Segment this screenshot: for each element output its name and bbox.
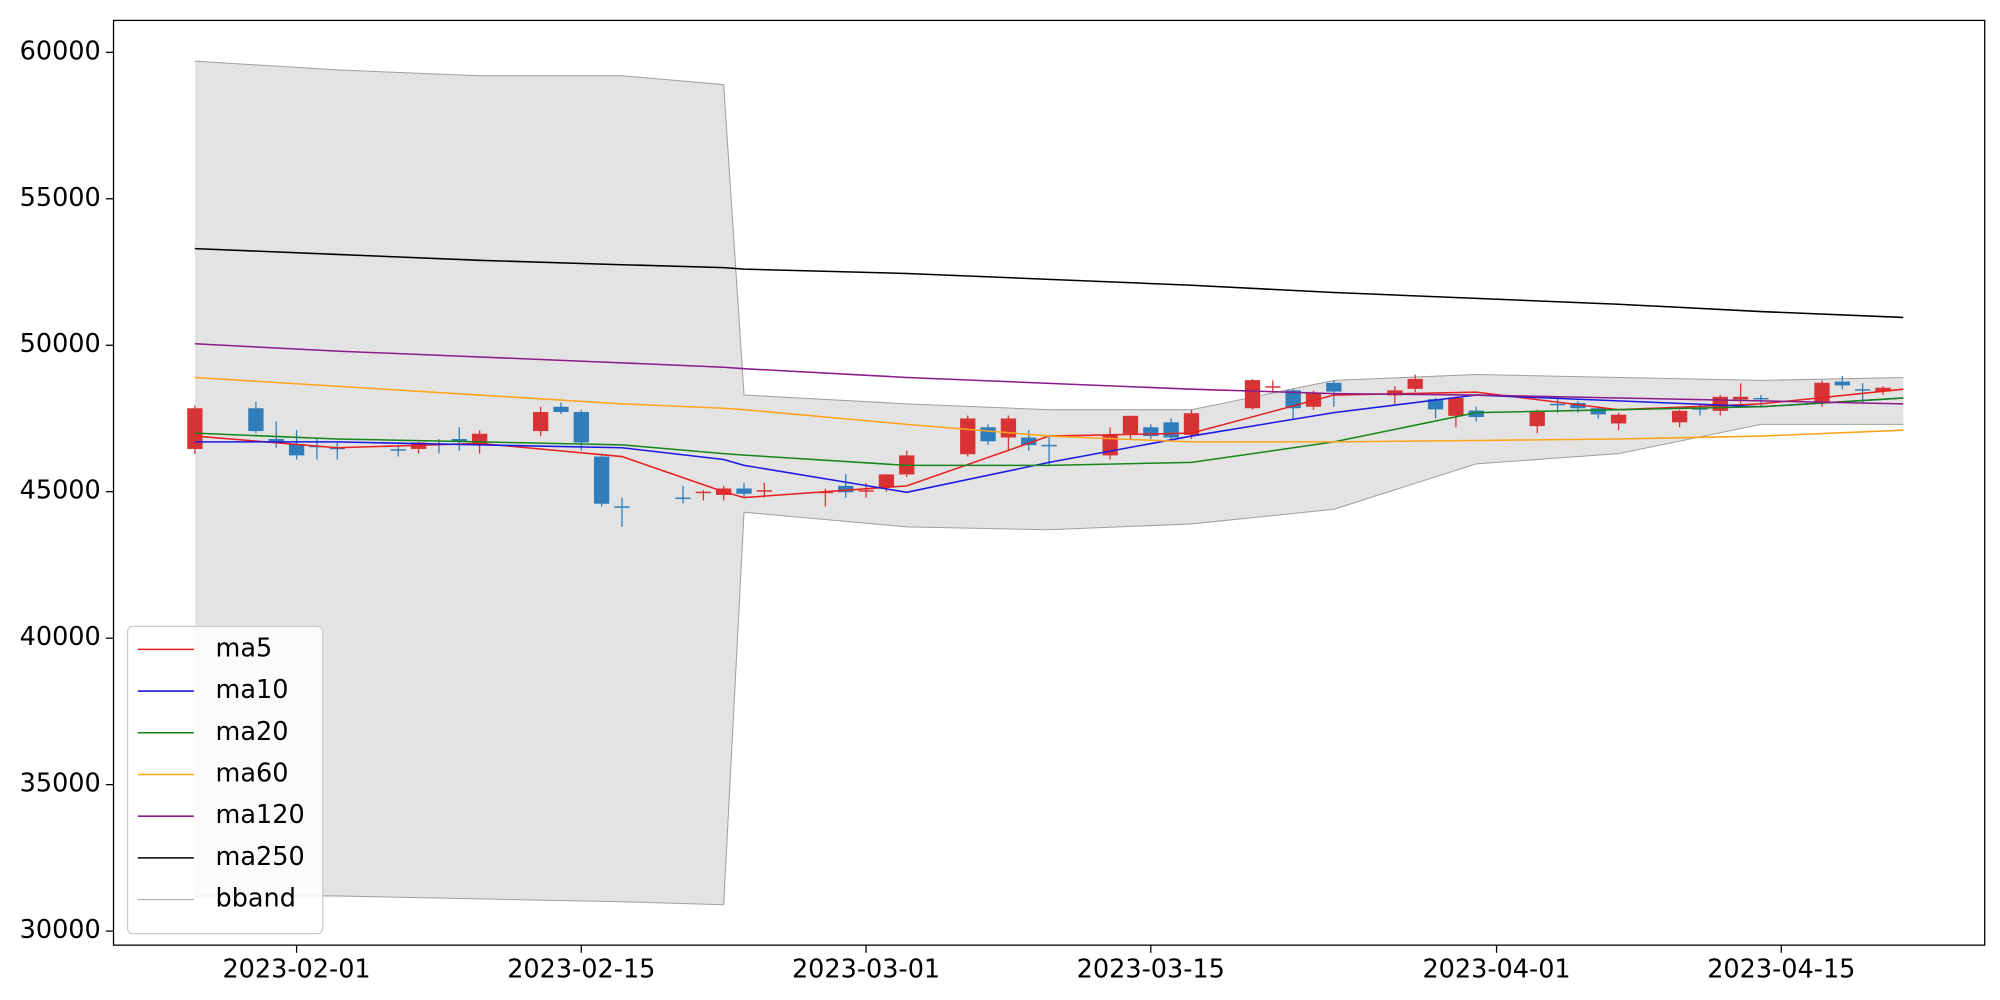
y-tick-label: 60000 (20, 36, 101, 66)
candle-body (1143, 427, 1159, 437)
candle-body (1671, 410, 1688, 423)
candle-body (248, 408, 264, 432)
candle-body (960, 418, 976, 455)
legend: ma5 ma10 ma20 ma60 ma120 ma250 bband (126, 625, 324, 935)
candle-body (1468, 410, 1484, 418)
legend-label: ma5 (216, 633, 273, 663)
ma-line (194, 397, 1904, 467)
x-tick-label: 2023-03-15 (1077, 955, 1225, 985)
candle-body (1875, 387, 1891, 392)
candle-body (593, 456, 610, 504)
candle-body (1712, 396, 1728, 411)
legend-box (126, 625, 324, 935)
y-tick-label: 45000 (20, 476, 101, 506)
candle-body (390, 449, 406, 451)
y-tick-label: 35000 (20, 769, 101, 799)
candle-body (1326, 382, 1342, 392)
bband-area (194, 61, 1904, 905)
candle-body (1834, 381, 1850, 386)
candle-body (756, 490, 773, 492)
candle-body (614, 506, 630, 508)
x-tick-label: 2023-02-01 (222, 955, 370, 985)
candle-body (187, 408, 203, 449)
y-tick-label: 30000 (20, 915, 101, 945)
candle-body (1163, 422, 1179, 438)
legend-label: ma20 (216, 717, 289, 747)
bband-upper (194, 60, 1904, 411)
candle-body (288, 443, 305, 456)
x-tick-label: 2023-02-15 (507, 955, 655, 985)
candle-body (1570, 402, 1586, 409)
candle-body (675, 497, 691, 500)
ma-line (194, 247, 1904, 319)
candle-body (1590, 408, 1606, 415)
candle-body (1122, 415, 1139, 434)
legend-label: bband (216, 884, 296, 914)
candle-body (1407, 378, 1423, 389)
candle-body (1427, 399, 1444, 410)
candle-body (471, 433, 488, 446)
candle-body (573, 412, 589, 443)
candle-body (1041, 444, 1057, 447)
candle-body (532, 412, 549, 432)
x-tick-label: 2023-04-01 (1422, 955, 1570, 985)
legend-label: ma60 (216, 758, 289, 788)
candle-body (858, 490, 874, 492)
candle-body (1732, 396, 1749, 400)
candle-body (1183, 413, 1200, 435)
x-tick-label: 2023-04-15 (1707, 955, 1855, 985)
candle-body (1244, 380, 1261, 409)
y-tick-label: 40000 (20, 622, 101, 652)
candle-body (838, 485, 854, 493)
ma-line (194, 343, 1904, 405)
candle-body (451, 438, 467, 442)
candle-body (1021, 437, 1037, 446)
y-tick-label: 50000 (20, 329, 101, 359)
candle-body (268, 438, 284, 442)
candle-body (1285, 390, 1301, 409)
candle-body (980, 427, 996, 442)
y-tick-label: 55000 (20, 183, 101, 213)
candle-body (1610, 414, 1627, 424)
legend-label: ma250 (216, 842, 305, 872)
candle-body (1692, 408, 1708, 410)
ma-line (194, 376, 1904, 443)
legend-label: ma120 (216, 800, 305, 830)
x-tick-label: 2023-03-01 (792, 955, 940, 985)
bband-lower (194, 423, 1904, 906)
candle-body (1387, 390, 1403, 396)
candle-body (1000, 418, 1017, 438)
legend-label: ma10 (216, 675, 289, 705)
candle-body (1265, 386, 1281, 388)
ma-line (194, 394, 1904, 494)
candle-body (736, 488, 752, 494)
candle-body (1753, 397, 1769, 400)
axes-frame (112, 19, 1986, 946)
candle-body (1549, 403, 1566, 406)
plot-area (187, 60, 1904, 906)
candle-body (878, 474, 895, 488)
candle-body (1814, 382, 1830, 402)
candle-body (1529, 412, 1545, 427)
candle-body (553, 406, 569, 413)
candle-body (1448, 397, 1464, 416)
candle-body (1855, 389, 1871, 391)
candle-body (695, 491, 711, 494)
